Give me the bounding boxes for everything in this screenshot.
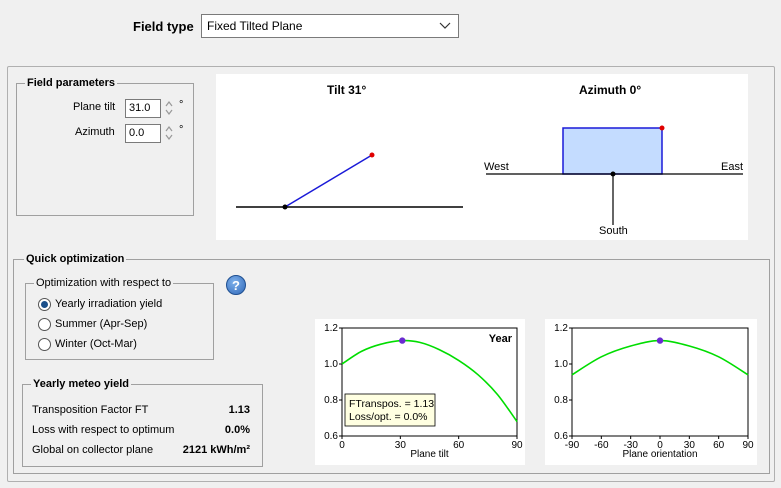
plane-tilt-input[interactable]: 31.0 <box>125 99 161 118</box>
x-tick-label: -60 <box>594 440 609 451</box>
y-tick-label: 0.8 <box>324 395 338 406</box>
orientation-chart-svg: 0.6 0.8 1.0 1.2 -90 -60 -30 0 30 60 90 Plane orient… <box>554 323 754 460</box>
azimuth-spinner-icon[interactable] <box>164 124 174 142</box>
meteo-yield-title: Yearly meteo yield <box>31 378 131 390</box>
field-type-label: Field type <box>133 19 194 34</box>
transposition-factor-label: Transposition Factor FT <box>32 404 149 416</box>
plot-frame <box>571 327 749 437</box>
plane-tilt-label: Plane tilt <box>73 101 116 113</box>
azimuth-label: Azimuth <box>75 126 115 138</box>
help-icon[interactable]: ? <box>226 275 246 295</box>
meteo-yield-group: Yearly meteo yield Transposition Factor … <box>22 378 263 467</box>
quick-optimization-title: Quick optimization <box>24 253 127 265</box>
x-axis-label: Plane tilt <box>410 449 449 460</box>
azimuth-title: Azimuth 0° <box>579 83 642 97</box>
y-tick-label: 0.6 <box>324 431 338 442</box>
tilt-plane-line <box>284 154 373 208</box>
x-tick-label: -90 <box>565 440 580 451</box>
optimization-options-title: Optimization with respect to <box>34 277 174 289</box>
azimuth-center-point <box>610 171 616 177</box>
azimuth-plane-rect <box>562 127 663 175</box>
orientation-chart: 0.6 0.8 1.0 1.2 -90 -60 -30 0 30 60 90 Plane orient… <box>545 319 757 465</box>
x-tick-label: 0 <box>339 440 345 451</box>
plane-tilt-unit: ° <box>179 99 184 111</box>
chevron-down-icon <box>439 22 451 29</box>
annotation-text: Loss/opt. = 0.0% <box>349 411 428 423</box>
loss-optimum-value: 0.0% <box>224 424 250 436</box>
x-tick-label: 60 <box>453 440 465 451</box>
y-tick-label: 0.8 <box>554 395 568 406</box>
plane-tilt-spinner-icon[interactable] <box>164 99 174 117</box>
tilt-chart: 0.6 0.8 1.0 1.2 0 30 60 90 Plane tilt Year FTransp… <box>315 319 525 465</box>
chart-title: Year <box>489 333 513 345</box>
east-label: East <box>721 161 744 173</box>
optimum-point <box>399 337 406 344</box>
option-winter[interactable]: Winter (Oct-Mar) <box>38 336 137 352</box>
x-tick-label: 90 <box>742 440 754 451</box>
y-tick-label: 0.6 <box>554 431 568 442</box>
radio-yearly[interactable] <box>38 297 51 311</box>
field-parameters-group: Field parameters Plane tilt 31.0 ° Azimu… <box>16 77 194 216</box>
x-tick-label: 90 <box>511 440 523 451</box>
azimuth-input[interactable]: 0.0 <box>125 124 161 143</box>
west-label: West <box>484 161 509 173</box>
y-tick-label: 1.2 <box>554 323 568 334</box>
option-winter-label: Winter (Oct-Mar) <box>55 338 137 350</box>
annotation-box <box>344 393 436 427</box>
field-type-select[interactable]: Fixed Tilted Plane <box>201 14 459 38</box>
x-axis-label: Plane orientation <box>622 449 697 460</box>
option-yearly-label: Yearly irradiation yield <box>55 298 163 310</box>
y-tick-label: 1.2 <box>324 323 338 334</box>
option-yearly[interactable]: Yearly irradiation yield <box>38 296 162 312</box>
y-tick-label: 1.0 <box>324 359 338 370</box>
x-tick-label: 60 <box>713 440 725 451</box>
annotation-text: FTranspos. = 1.13 <box>349 398 434 410</box>
x-tick-label: 30 <box>395 440 407 451</box>
global-collector-value: 2121 kWh/m² <box>182 444 250 456</box>
y-tick-label: 1.0 <box>554 359 568 370</box>
orientation-diagram: Tilt 31° Azimuth 0° West East South <box>216 74 748 240</box>
tilt-chart-svg: 0.6 0.8 1.0 1.2 0 30 60 90 Plane tilt Year FTransp… <box>324 323 523 460</box>
global-collector-label: Global on collector plane <box>32 444 154 456</box>
tilt-title: Tilt 31° <box>327 83 367 97</box>
option-summer[interactable]: Summer (Apr-Sep) <box>38 316 147 332</box>
tilt-pivot-point <box>282 204 288 210</box>
radio-winter[interactable] <box>38 337 51 351</box>
main-panel <box>7 66 775 482</box>
series-line <box>341 339 518 423</box>
field-parameters-title: Field parameters <box>25 77 118 89</box>
option-summer-label: Summer (Apr-Sep) <box>55 318 148 330</box>
x-tick-label: -30 <box>623 440 638 451</box>
quick-optimization-group: Quick optimization <box>13 253 770 474</box>
loss-optimum-label: Loss with respect to optimum <box>32 424 175 436</box>
transposition-factor-value: 1.13 <box>228 404 250 416</box>
x-tick-label: 0 <box>657 440 663 451</box>
azimuth-unit: ° <box>179 124 184 136</box>
tilt-end-point <box>369 152 375 158</box>
radio-summer[interactable] <box>38 317 51 331</box>
orientation-drawing <box>236 125 743 225</box>
optimum-point <box>656 337 664 344</box>
optimization-options-group: Optimization with respect to Yearly irra… <box>25 277 214 360</box>
south-label: South <box>599 225 628 237</box>
x-tick-label: 30 <box>684 440 696 451</box>
field-type-value: Fixed Tilted Plane <box>207 19 303 33</box>
azimuth-corner-point <box>659 125 665 131</box>
